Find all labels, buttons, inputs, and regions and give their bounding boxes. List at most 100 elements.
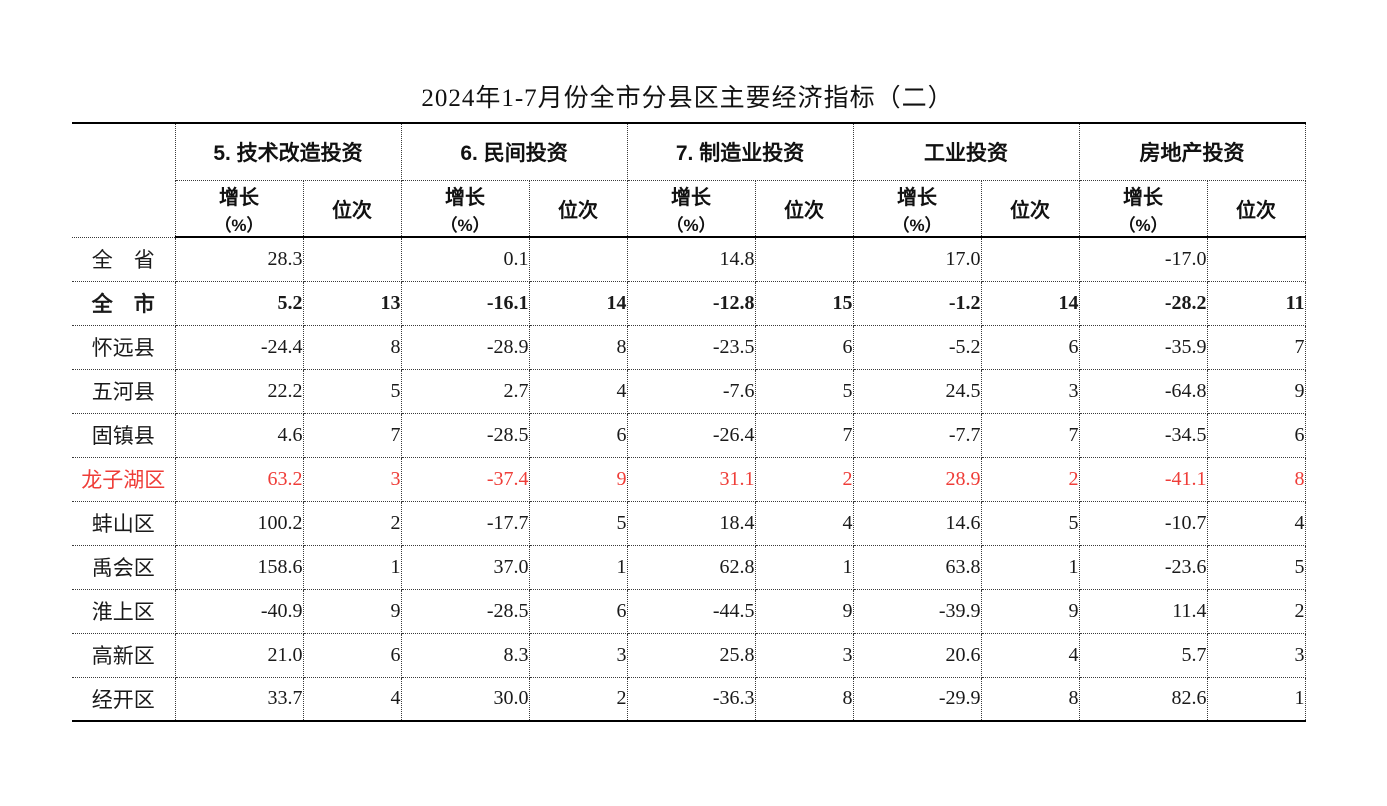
growth-value-cell: 31.1 <box>626 456 756 502</box>
rank-value-cell: 4 <box>528 368 628 414</box>
group-header-3: 7. 制造业投资 <box>626 122 854 181</box>
rank-value-cell: 15 <box>754 280 854 326</box>
row-label: 禹会区 <box>72 544 176 590</box>
table-row: 龙子湖区 63.2 3 -37.4 9 31.1 2 28.9 2 -41.1 8 <box>72 456 1306 502</box>
rank-value-cell: 14 <box>980 280 1080 326</box>
growth-value-cell: -28.2 <box>1078 280 1208 326</box>
rank-value-cell: 2 <box>1206 588 1306 634</box>
rank-value-cell: 8 <box>1206 456 1306 502</box>
rank-value-cell: 13 <box>302 280 402 326</box>
rank-value-cell: 3 <box>980 368 1080 414</box>
sub-header-rank-4: 位次 <box>980 180 1080 238</box>
sub-header-rank-1: 位次 <box>302 180 402 238</box>
sub-header-rank-5: 位次 <box>1206 180 1306 238</box>
growth-value-cell: 20.6 <box>852 632 982 678</box>
rank-value-cell <box>980 236 1080 282</box>
table-header: 5. 技术改造投资 6. 民间投资 7. 制造业投资 工业投资 房地产投资 增长 （%）位… <box>72 122 1306 238</box>
growth-value-cell: 14.8 <box>626 236 756 282</box>
rank-value-cell <box>302 236 402 282</box>
rank-value-cell: 5 <box>980 500 1080 546</box>
rank-value-cell: 9 <box>1206 368 1306 414</box>
rank-value-cell: 5 <box>302 368 402 414</box>
growth-value-cell: -35.9 <box>1078 324 1208 370</box>
growth-value-cell: 5.7 <box>1078 632 1208 678</box>
growth-value-cell: -5.2 <box>852 324 982 370</box>
rank-value-cell: 6 <box>528 412 628 458</box>
rank-value-cell: 1 <box>754 544 854 590</box>
rank-value-cell <box>754 236 854 282</box>
rank-value-cell: 5 <box>1206 544 1306 590</box>
table-row: 固镇县 4.6 7 -28.5 6 -26.4 7 -7.7 7 -34.5 6 <box>72 412 1306 458</box>
group-header-row: 5. 技术改造投资 6. 民间投资 7. 制造业投资 工业投资 房地产投资 <box>72 122 1306 238</box>
growth-value-cell: -7.6 <box>626 368 756 414</box>
rank-value-cell: 1 <box>528 544 628 590</box>
rank-value-cell: 7 <box>302 412 402 458</box>
rank-value-cell: 9 <box>980 588 1080 634</box>
growth-value-cell: 14.6 <box>852 500 982 546</box>
page-title: 2024年1-7月份全市分县区主要经济指标（二） <box>421 85 954 112</box>
rank-value-cell: 1 <box>1206 676 1306 722</box>
sub-header-growth-5: 增长 （%） <box>1078 180 1208 238</box>
growth-value-cell: -40.9 <box>174 588 304 634</box>
growth-value-cell: 2.7 <box>400 368 530 414</box>
rank-value-cell: 6 <box>980 324 1080 370</box>
group-header-1: 5. 技术改造投资 <box>174 122 402 181</box>
rank-value-cell: 4 <box>1206 500 1306 546</box>
table-body: 全 省 28.3 0.1 14.8 17.0 -17.0 全 市 5.2 13 -16.1 14 -1… <box>72 236 1306 722</box>
row-label: 全 省 <box>72 236 176 282</box>
growth-value-cell: -17.0 <box>1078 236 1208 282</box>
table-row: 禹会区 158.6 1 37.0 1 62.8 1 63.8 1 -23.6 5 <box>72 544 1306 590</box>
rank-value-cell: 4 <box>980 632 1080 678</box>
table-row: 怀远县 -24.4 8 -28.9 8 -23.5 6 -5.2 6 -35.9 7 <box>72 324 1306 370</box>
sub-header-growth-3: 增长 （%） <box>626 180 756 238</box>
row-label: 淮上区 <box>72 588 176 634</box>
row-label: 怀远县 <box>72 324 176 370</box>
growth-value-cell: 30.0 <box>400 676 530 722</box>
rank-value-cell: 9 <box>754 588 854 634</box>
growth-value-cell: -28.5 <box>400 412 530 458</box>
table-row: 全 省 28.3 0.1 14.8 17.0 -17.0 <box>72 236 1306 282</box>
rank-value-cell: 1 <box>302 544 402 590</box>
growth-value-cell: 8.3 <box>400 632 530 678</box>
sub-header-growth-2: 增长 （%） <box>400 180 530 238</box>
growth-value-cell: 37.0 <box>400 544 530 590</box>
rank-value-cell: 6 <box>1206 412 1306 458</box>
growth-value-cell: -28.5 <box>400 588 530 634</box>
rank-value-cell: 6 <box>528 588 628 634</box>
row-label: 经开区 <box>72 676 176 722</box>
growth-value-cell: 100.2 <box>174 500 304 546</box>
growth-value-cell: -7.7 <box>852 412 982 458</box>
growth-value-cell: 24.5 <box>852 368 982 414</box>
growth-value-cell: 5.2 <box>174 280 304 326</box>
rank-value-cell: 3 <box>1206 632 1306 678</box>
growth-value-cell: -17.7 <box>400 500 530 546</box>
rank-value-cell: 9 <box>302 588 402 634</box>
growth-value-cell: -37.4 <box>400 456 530 502</box>
rank-value-cell: 4 <box>754 500 854 546</box>
growth-value-cell: -10.7 <box>1078 500 1208 546</box>
growth-value-cell: 33.7 <box>174 676 304 722</box>
row-label: 固镇县 <box>72 412 176 458</box>
sub-header-rank-2: 位次 <box>528 180 628 238</box>
rank-value-cell: 14 <box>528 280 628 326</box>
growth-value-cell: -23.5 <box>626 324 756 370</box>
growth-value-cell: -39.9 <box>852 588 982 634</box>
growth-value-cell: -28.9 <box>400 324 530 370</box>
rank-value-cell: 5 <box>754 368 854 414</box>
rank-value-cell <box>528 236 628 282</box>
growth-value-cell: -34.5 <box>1078 412 1208 458</box>
row-label: 高新区 <box>72 632 176 678</box>
group-header-2: 6. 民间投资 <box>400 122 628 181</box>
sub-header-row: 增长 （%） 位次 增长 （%） 位次 增长 （%） 位次 增长 （%） 位次 增长 （%） 位次 <box>72 180 1306 238</box>
rank-value-cell: 8 <box>980 676 1080 722</box>
growth-value-cell: -36.3 <box>626 676 756 722</box>
row-label: 蚌山区 <box>72 500 176 546</box>
growth-value-cell: 63.2 <box>174 456 304 502</box>
rank-value-cell: 3 <box>528 632 628 678</box>
growth-value-cell: -16.1 <box>400 280 530 326</box>
rank-value-cell: 3 <box>302 456 402 502</box>
growth-value-cell: 4.6 <box>174 412 304 458</box>
rank-value-cell: 9 <box>528 456 628 502</box>
growth-value-cell: 0.1 <box>400 236 530 282</box>
